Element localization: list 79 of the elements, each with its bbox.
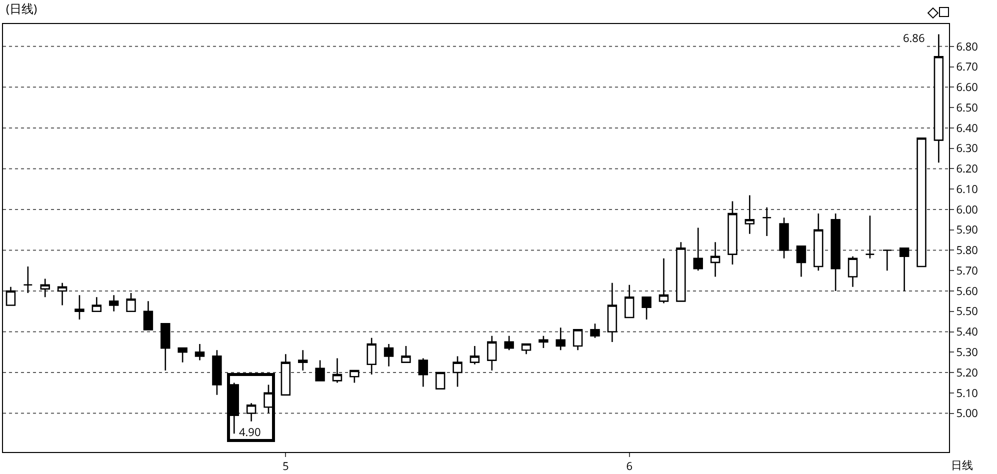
candlestick bbox=[538, 335, 548, 349]
candlestick bbox=[332, 358, 342, 384]
candlestick bbox=[246, 402, 256, 422]
candlestick bbox=[40, 278, 50, 298]
candlestick bbox=[865, 214, 875, 260]
y-tick-label: 5.00 bbox=[956, 406, 978, 422]
x-tick-label: 5 bbox=[282, 459, 289, 474]
candlestick bbox=[658, 258, 669, 304]
candlestick bbox=[57, 282, 68, 306]
candlestick bbox=[160, 322, 170, 372]
y-tick-label: 6.20 bbox=[956, 162, 978, 177]
y-tick-label: 6.10 bbox=[956, 182, 978, 197]
chart-title: (日线) bbox=[6, 0, 38, 18]
candlestick bbox=[762, 206, 772, 237]
candlestick bbox=[401, 345, 411, 363]
candlestick bbox=[487, 335, 497, 372]
y-tick-label: 6.00 bbox=[956, 202, 978, 218]
candlestick bbox=[556, 327, 566, 351]
candlestick bbox=[796, 246, 806, 278]
candlestick bbox=[642, 296, 652, 320]
candlestick bbox=[916, 137, 926, 268]
candlestick bbox=[280, 354, 291, 396]
candlestick bbox=[470, 345, 480, 366]
candlestick bbox=[350, 370, 360, 384]
y-tick-label: 6.40 bbox=[956, 120, 978, 136]
candlestick bbox=[194, 343, 205, 361]
candlestick bbox=[607, 282, 618, 343]
y-tick-label: 5.40 bbox=[956, 324, 978, 340]
candlestick bbox=[298, 349, 308, 372]
text: 日线 bbox=[951, 458, 973, 473]
candlestick bbox=[178, 347, 188, 363]
candlestick bbox=[6, 286, 16, 306]
annotation: 4.90 bbox=[239, 425, 261, 440]
y-tick-label: 5.10 bbox=[956, 386, 978, 401]
candlestick bbox=[899, 248, 910, 292]
candlestick bbox=[676, 241, 686, 302]
candlestick bbox=[624, 284, 634, 318]
y-tick-label: 5.90 bbox=[956, 222, 978, 238]
candlestick bbox=[848, 256, 858, 288]
candlestick bbox=[212, 349, 222, 396]
candlestick bbox=[710, 241, 720, 278]
candlestick bbox=[126, 292, 136, 312]
candlestick bbox=[882, 250, 892, 272]
y-tick-label: 5.60 bbox=[956, 284, 978, 299]
candlestick bbox=[384, 343, 394, 368]
y-tick-label: 5.20 bbox=[956, 365, 978, 380]
candlestick bbox=[572, 329, 583, 351]
y-tick-label: 6.50 bbox=[956, 100, 978, 116]
x-tick-label: 6 bbox=[626, 459, 633, 474]
candlestick bbox=[315, 360, 325, 382]
candlestick bbox=[366, 337, 376, 376]
y-tick-label: 5.80 bbox=[956, 243, 978, 258]
candlestick bbox=[830, 212, 840, 292]
candlestick bbox=[728, 200, 738, 266]
candlestick bbox=[590, 322, 600, 339]
candlestick bbox=[435, 372, 446, 390]
y-tick-label: 6.80 bbox=[956, 39, 978, 54]
candlestick bbox=[74, 294, 84, 320]
candlestick bbox=[934, 34, 944, 164]
y-tick-label: 6.60 bbox=[956, 80, 978, 96]
annotation: 6.86 bbox=[903, 31, 925, 46]
candlestick bbox=[418, 358, 428, 388]
candlestick bbox=[229, 382, 239, 434]
candlestick bbox=[92, 296, 102, 312]
candlestick bbox=[504, 335, 514, 351]
candlestick bbox=[521, 343, 532, 355]
candlestick bbox=[23, 266, 33, 294]
candlestick bbox=[779, 216, 789, 260]
y-tick-label: 5.70 bbox=[956, 263, 978, 278]
candlestick bbox=[693, 227, 703, 272]
candlestick bbox=[108, 294, 119, 312]
y-tick-label: 5.50 bbox=[956, 304, 978, 320]
candlestick bbox=[143, 300, 154, 330]
candlestick bbox=[814, 212, 824, 272]
candlestick bbox=[744, 194, 755, 235]
y-tick-label: 6.70 bbox=[956, 60, 978, 75]
candlestick bbox=[452, 356, 462, 388]
y-tick-label: 6.30 bbox=[956, 141, 978, 156]
y-tick-label: 5.30 bbox=[956, 344, 978, 360]
